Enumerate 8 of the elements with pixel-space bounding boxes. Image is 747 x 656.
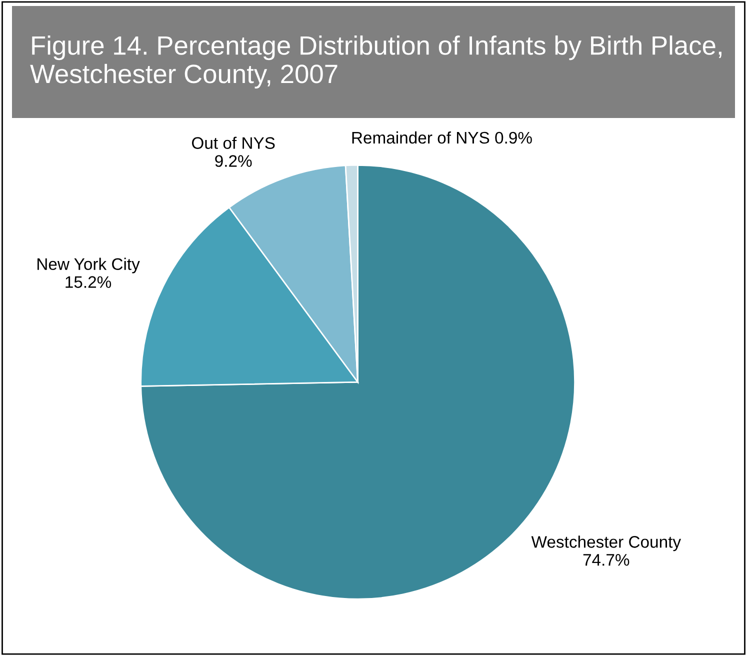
data-label: 74.7% <box>583 554 630 566</box>
chart-title: Figure 14. Percentage Distribution of Infants by Birth Place, Westchester County, 2007 <box>30 35 722 89</box>
data-label: 9.2% <box>215 155 252 167</box>
slice-label: Remainder of NYS 0.9% <box>352 131 532 144</box>
data-label: 15.2% <box>66 276 112 288</box>
slice-label: Out of NYS <box>192 136 275 149</box>
slice-label: New York City <box>38 258 140 274</box>
slice-label: Westchester County <box>531 536 682 552</box>
